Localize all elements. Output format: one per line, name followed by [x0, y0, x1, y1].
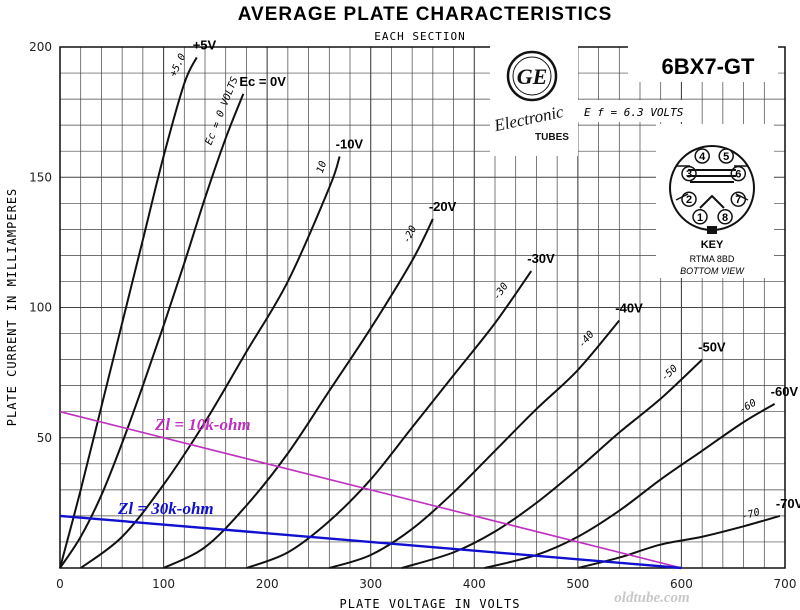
- plate-curve: [246, 270, 533, 569]
- ge-logo: GE Electronic TUBES: [490, 46, 578, 156]
- curve-hand-label: -50: [659, 363, 680, 383]
- x-tick-label: 400: [463, 577, 486, 591]
- y-axis-label: PLATE CURRENT IN MILLIAMPERES: [5, 188, 19, 427]
- x-tick-label: 100: [152, 577, 175, 591]
- base-pin: [692, 209, 708, 225]
- rtma-label: RTMA 8BD: [690, 254, 735, 264]
- y-tick-labels: 50 100 150 200: [29, 40, 52, 445]
- x-axis-label: PLATE VOLTAGE IN VOLTS: [340, 597, 521, 610]
- curve-label: -20V: [429, 199, 457, 214]
- curve-label: Ec = 0V: [239, 74, 286, 89]
- curve-hand-label: -60: [737, 398, 758, 417]
- curve-hand-label: -20: [401, 224, 419, 245]
- filament-note: E f = 6.3 VOLTS: [584, 106, 684, 119]
- logo-monogram: GE: [517, 64, 548, 89]
- curve-hand-label: -40: [577, 329, 597, 350]
- plot-border: [59, 46, 786, 569]
- plate-curve: [80, 156, 341, 569]
- tube-type: 6BX7-GT: [662, 54, 755, 79]
- curve-hand-label: Ec = 0 VOLTS: [204, 76, 241, 147]
- x-tick-labels: 0 100 200 300 400 500 600 700: [56, 577, 796, 591]
- grid-plate-symbol: [688, 169, 736, 183]
- x-tick-label: 300: [359, 577, 382, 591]
- curve-label: -60V: [771, 384, 799, 399]
- curve-hand-label: -70: [741, 507, 761, 523]
- y-tick-label: 100: [29, 301, 52, 315]
- heater-symbol: [699, 194, 725, 209]
- y-tick-label: 50: [37, 431, 52, 445]
- plate-curves: [59, 56, 781, 569]
- view-label: BOTTOM VIEW: [680, 266, 745, 276]
- curve-label: -70V: [776, 496, 800, 511]
- curve-hand-label: +5.0: [168, 52, 188, 78]
- plate-curve: [328, 319, 621, 569]
- curve-hand-label: 10: [315, 160, 329, 175]
- base-pin: [694, 148, 710, 164]
- key-notch: [707, 226, 717, 234]
- plot-frame: [59, 46, 786, 569]
- plate-curve: [484, 403, 776, 569]
- base-diagram: 12 34 56 78 KEY RTMA 8BD BOTTOM VIEW: [656, 124, 774, 278]
- load-lines: Zl = 10k-ohm Zl = 30k-ohm: [59, 410, 682, 570]
- load-line-label: Zl = 10k-ohm: [154, 415, 251, 434]
- base-pin-number: 2: [686, 194, 692, 206]
- plate-curve: [163, 218, 434, 569]
- pin-connections: [675, 165, 749, 201]
- logo-sub: TUBES: [535, 132, 569, 143]
- load-line: [59, 514, 682, 570]
- curve-hand-label: -30: [491, 281, 510, 302]
- curve-label: -30V: [527, 251, 555, 266]
- tube-type-box: 6BX7-GT: [628, 46, 778, 82]
- base-pin-number: 1: [697, 212, 703, 224]
- x-tick-label: 500: [566, 577, 589, 591]
- base-pin-number: 6: [735, 169, 741, 181]
- filament-note-box: E f = 6.3 VOLTS: [578, 100, 700, 122]
- x-tick-label: 700: [774, 577, 797, 591]
- base-pin-number: 5: [723, 151, 729, 163]
- base-pin: [717, 209, 733, 225]
- base-pin-number: 7: [735, 194, 741, 206]
- x-tick-label: 0: [56, 577, 64, 591]
- curve-label: -50V: [698, 340, 726, 355]
- load-line: [59, 410, 682, 569]
- curve-label: -10V: [336, 136, 364, 151]
- base-pin-number: 3: [686, 169, 692, 181]
- load-line-label: Zl = 30k-ohm: [117, 499, 214, 518]
- plate-curve: [59, 56, 198, 569]
- y-tick-label: 150: [29, 170, 52, 184]
- chart-grid: [59, 46, 786, 569]
- plate-curve: [59, 93, 245, 569]
- base-pin-number: 8: [722, 212, 728, 224]
- plate-curve: [577, 514, 781, 569]
- base-pin: [718, 148, 734, 164]
- plate-curve: [401, 358, 703, 569]
- curve-label: +5V: [193, 37, 217, 52]
- base-pin-number: 4: [699, 151, 706, 163]
- base-pins: 12 34 56 78: [681, 148, 747, 225]
- curve-label: -40V: [615, 301, 643, 316]
- watermark: oldtube.com: [614, 590, 689, 606]
- chart-subtitle: EACH SECTION: [374, 30, 465, 43]
- chart-title: AVERAGE PLATE CHARACTERISTICS: [238, 4, 613, 25]
- key-label: KEY: [701, 239, 724, 251]
- x-tick-label: 200: [256, 577, 279, 591]
- x-tick-label: 600: [670, 577, 693, 591]
- y-tick-label: 200: [29, 40, 52, 54]
